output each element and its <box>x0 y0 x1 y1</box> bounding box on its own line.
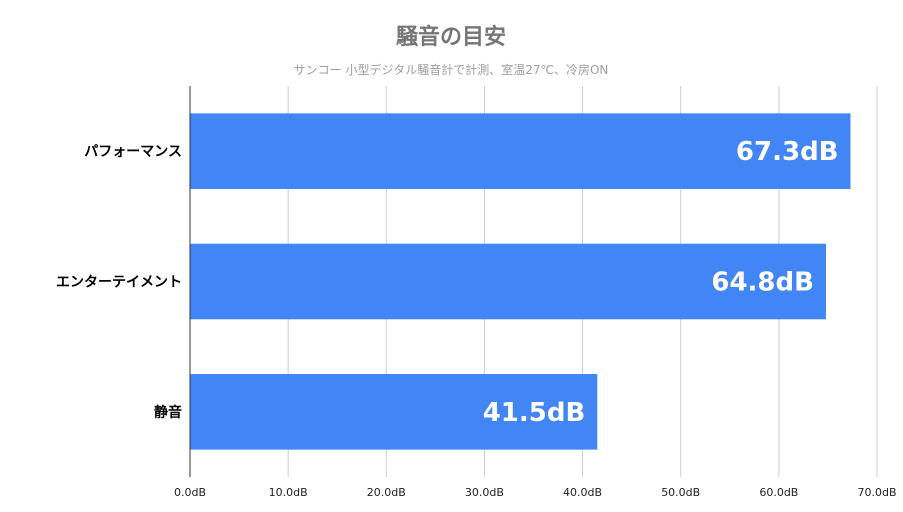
category-label: エンターテイメント <box>56 275 182 291</box>
bar <box>190 374 598 450</box>
bar <box>190 243 826 320</box>
x-tick-label: 0.0dB <box>174 486 206 499</box>
x-tick-label: 20.0dB <box>367 486 406 499</box>
x-tick-label: 60.0dB <box>759 486 798 499</box>
category-label: 静音 <box>154 404 182 421</box>
bar-value-label: 64.8dB <box>711 268 814 298</box>
chart-subtitle: サンコー 小型デジタル騒音計で計測、室温27℃、冷房ON <box>294 62 609 77</box>
x-tick-label: 70.0dB <box>857 486 896 499</box>
labels: 0.0dB 10.0dB 20.0dB 30.0dB 40.0dB 50.0dB 60.0d… <box>56 137 897 499</box>
x-tick-label: 40.0dB <box>563 486 602 499</box>
chart-title: 騒音の目安 <box>396 24 506 50</box>
category-label: パフォーマンス <box>84 144 182 160</box>
bar-value-label: 41.5dB <box>483 398 586 428</box>
x-tick-label: 10.0dB <box>269 486 308 499</box>
bar <box>190 113 851 189</box>
x-tick-label: 50.0dB <box>661 486 700 499</box>
bar-value-label: 67.3dB <box>736 137 839 167</box>
x-tick-label: 30.0dB <box>465 486 504 499</box>
bars <box>190 113 851 450</box>
